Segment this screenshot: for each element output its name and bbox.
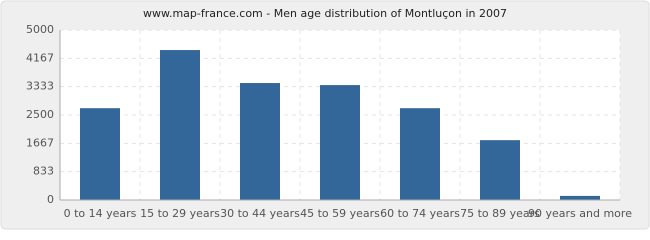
- x-tick-label: 30 to 44 years: [220, 207, 300, 220]
- chart-title: www.map-france.com - Men age distributio…: [143, 7, 507, 20]
- bar: [480, 140, 520, 200]
- x-tick-label: 15 to 29 years: [140, 207, 220, 220]
- y-tick-label: 0: [47, 193, 54, 206]
- bar: [320, 85, 360, 200]
- x-tick-label: 0 to 14 years: [64, 207, 137, 220]
- y-tick-label: 1667: [26, 136, 54, 149]
- y-tick-label: 2500: [26, 108, 54, 121]
- y-tick-label: 5000: [26, 23, 54, 36]
- y-tick-label: 3333: [26, 80, 54, 93]
- x-tick-label: 60 to 74 years: [380, 207, 460, 220]
- chart: www.map-france.com - Men age distributio…: [0, 0, 650, 230]
- bar: [80, 108, 120, 200]
- bar: [400, 108, 440, 200]
- y-tick-label: 833: [33, 165, 54, 178]
- y-tick-label: 4167: [26, 51, 54, 64]
- x-tick-label: 90 years and more: [528, 207, 632, 220]
- bar: [560, 195, 600, 200]
- bar: [240, 83, 280, 200]
- bar: [160, 50, 200, 201]
- x-tick-label: 75 to 89 years: [460, 207, 540, 220]
- x-tick-label: 45 to 59 years: [300, 207, 380, 220]
